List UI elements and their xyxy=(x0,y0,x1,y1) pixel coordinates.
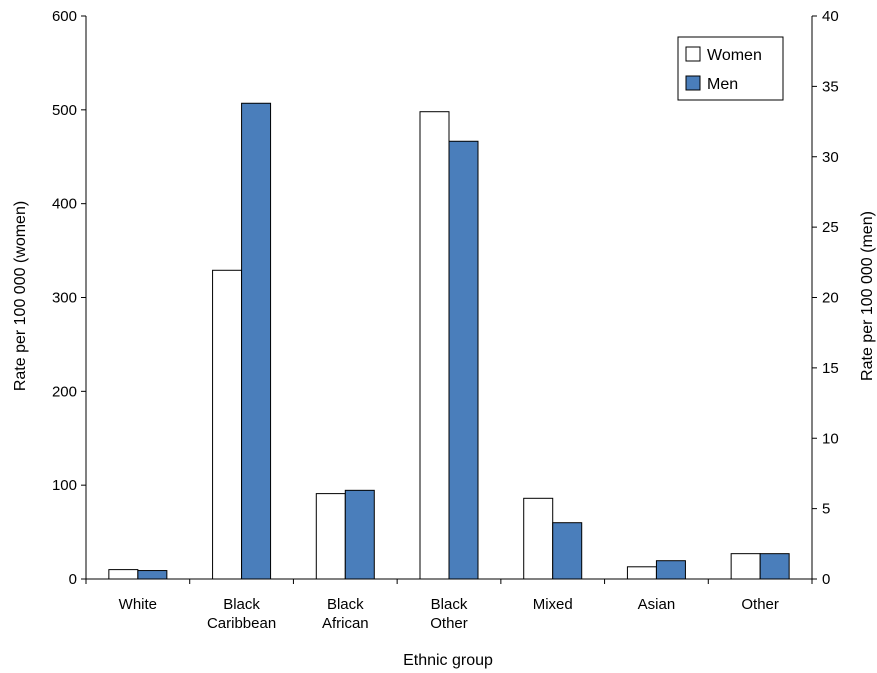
bar-women xyxy=(108,569,139,580)
x-axis-category-label: Black Other xyxy=(430,596,468,632)
left-axis-tick-label: 600 xyxy=(52,8,77,25)
bar-men xyxy=(344,489,375,580)
left-axis-tick-label: 500 xyxy=(52,102,77,119)
left-axis-ticks: 0 100 200 300 400 500 600 xyxy=(52,8,86,588)
bar-men xyxy=(137,570,168,580)
x-axis-ticks xyxy=(85,579,813,584)
right-axis-ticks: 0 5 10 15 20 25 30 35 40 xyxy=(812,8,839,588)
bar-men xyxy=(655,560,686,580)
legend-swatch-women xyxy=(685,46,701,62)
bar-women xyxy=(626,566,657,580)
legend-swatch-men xyxy=(685,75,701,91)
left-axis-tick-label: 400 xyxy=(52,196,77,213)
left-axis-tick-label: 200 xyxy=(52,383,77,400)
legend-label-women: Women xyxy=(707,47,762,64)
right-axis-tick-label: 15 xyxy=(822,360,839,377)
bar-women xyxy=(212,269,243,580)
right-axis-tick-label: 25 xyxy=(822,219,839,236)
right-axis-tick-label: 20 xyxy=(822,290,839,307)
x-axis-tick-labels: White Black Caribbean Black African Black Othe… xyxy=(119,596,779,632)
right-y-axis-title: Rate per 100 000 (men) xyxy=(859,211,876,381)
right-axis-tick-label: 40 xyxy=(822,8,839,25)
right-axis-tick-label: 0 xyxy=(822,571,830,588)
right-axis-tick-label: 30 xyxy=(822,149,839,166)
legend: Women Men xyxy=(677,36,784,101)
left-y-axis-title: Rate per 100 000 (women) xyxy=(12,201,29,391)
bar-women xyxy=(523,497,554,580)
bar-men xyxy=(552,522,583,580)
bar-men xyxy=(448,140,479,580)
x-axis-category-label: Other xyxy=(741,596,779,613)
left-axis-tick-label: 300 xyxy=(52,290,77,307)
x-axis-title: Ethnic group xyxy=(403,652,493,669)
left-axis-tick-label: 0 xyxy=(69,571,77,588)
legend-label-men: Men xyxy=(707,76,738,93)
bar-men xyxy=(759,553,790,580)
x-axis-category-label: Black Caribbean xyxy=(207,596,276,632)
bar-women xyxy=(419,111,450,580)
left-axis-tick-label: 100 xyxy=(52,477,77,494)
right-axis-tick-label: 10 xyxy=(822,430,839,447)
bar-women xyxy=(315,493,346,580)
right-axis-tick-label: 5 xyxy=(822,501,830,518)
x-axis-category-label: Black African xyxy=(322,596,369,632)
bar-men xyxy=(241,102,272,580)
right-axis-tick-label: 35 xyxy=(822,78,839,95)
bar-women xyxy=(730,553,761,580)
bars xyxy=(108,102,790,580)
x-axis-category-label: White xyxy=(119,596,157,613)
x-axis-category-label: Asian xyxy=(638,596,676,613)
x-axis-category-label: Mixed xyxy=(533,596,573,613)
